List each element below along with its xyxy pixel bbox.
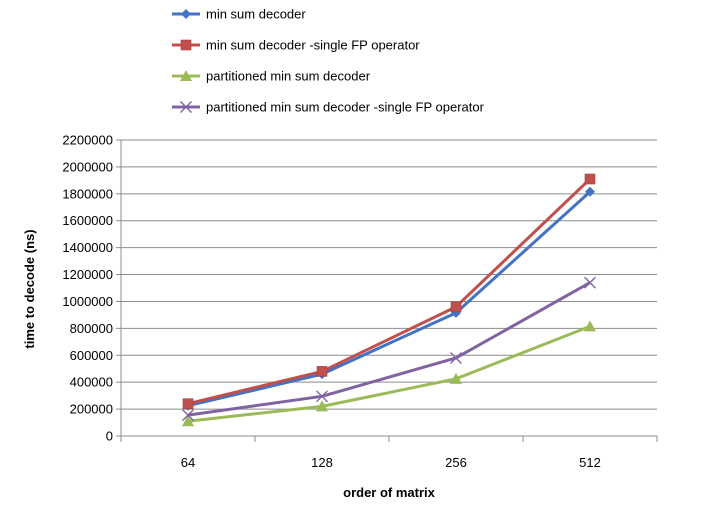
y-tick-label: 2200000 xyxy=(62,133,113,148)
y-tick-label: 1200000 xyxy=(62,267,113,282)
data-point xyxy=(182,415,194,427)
data-point xyxy=(584,173,596,185)
x-axis-title: order of matrix xyxy=(343,485,436,500)
data-point xyxy=(182,398,194,410)
data-point xyxy=(316,390,328,403)
y-tick-label: 400000 xyxy=(70,375,113,390)
series-line xyxy=(187,324,591,423)
legend-label: partitioned min sum decoder -single FP o… xyxy=(206,100,485,115)
legend-item: min sum decoder xyxy=(172,7,306,22)
series-group xyxy=(182,173,596,427)
y-tick-label: 1600000 xyxy=(62,213,113,228)
y-tick-label: 1400000 xyxy=(62,240,113,255)
data-point xyxy=(450,301,462,313)
legend-label: min sum decoder xyxy=(206,7,306,22)
y-tick-label: 0 xyxy=(106,429,113,444)
data-point xyxy=(180,70,192,81)
legend: min sum decoder min sum decoder -single F… xyxy=(172,7,485,115)
data-point xyxy=(584,276,596,289)
legend-item: partitioned min sum decoder xyxy=(172,69,371,84)
data-point xyxy=(316,400,328,412)
y-tick-label: 1000000 xyxy=(62,294,113,309)
series-line xyxy=(187,177,592,406)
data-point xyxy=(585,186,595,197)
y-tick-labels: 0 200000 400000 600000 800000 1000000 1200000 1… xyxy=(62,133,113,444)
data-point xyxy=(584,320,596,332)
x-tick-label: 128 xyxy=(311,455,333,470)
y-tick-label: 800000 xyxy=(70,321,113,336)
legend-label: min sum decoder -single FP operator xyxy=(206,38,420,53)
series-4 xyxy=(182,276,596,422)
data-point xyxy=(450,372,462,384)
x-tick-labels: 64 128 256 512 xyxy=(181,455,601,470)
legend-item: partitioned min sum decoder -single FP o… xyxy=(172,100,485,115)
data-point xyxy=(316,366,328,377)
legend-item: min sum decoder -single FP operator xyxy=(172,38,420,53)
data-point xyxy=(450,351,462,364)
x-tick-label: 64 xyxy=(181,455,195,470)
series-line xyxy=(187,281,591,417)
y-tick-label: 600000 xyxy=(70,348,113,363)
gridlines xyxy=(116,139,657,437)
x-tick-label: 256 xyxy=(445,455,467,470)
x-tick-label: 512 xyxy=(579,455,601,470)
series-3 xyxy=(182,320,596,427)
y-tick-label: 2000000 xyxy=(62,159,113,174)
series-line xyxy=(187,190,592,408)
data-point xyxy=(180,101,192,113)
data-point xyxy=(182,409,194,422)
legend-label: partitioned min sum decoder xyxy=(206,69,371,84)
axes xyxy=(120,140,658,442)
y-tick-label: 200000 xyxy=(70,402,113,417)
data-point xyxy=(180,39,192,51)
y-axis-title: time to decode (ns) xyxy=(22,229,37,348)
y-tick-label: 1800000 xyxy=(62,186,113,201)
data-point xyxy=(181,9,191,19)
series-2 xyxy=(182,173,596,410)
